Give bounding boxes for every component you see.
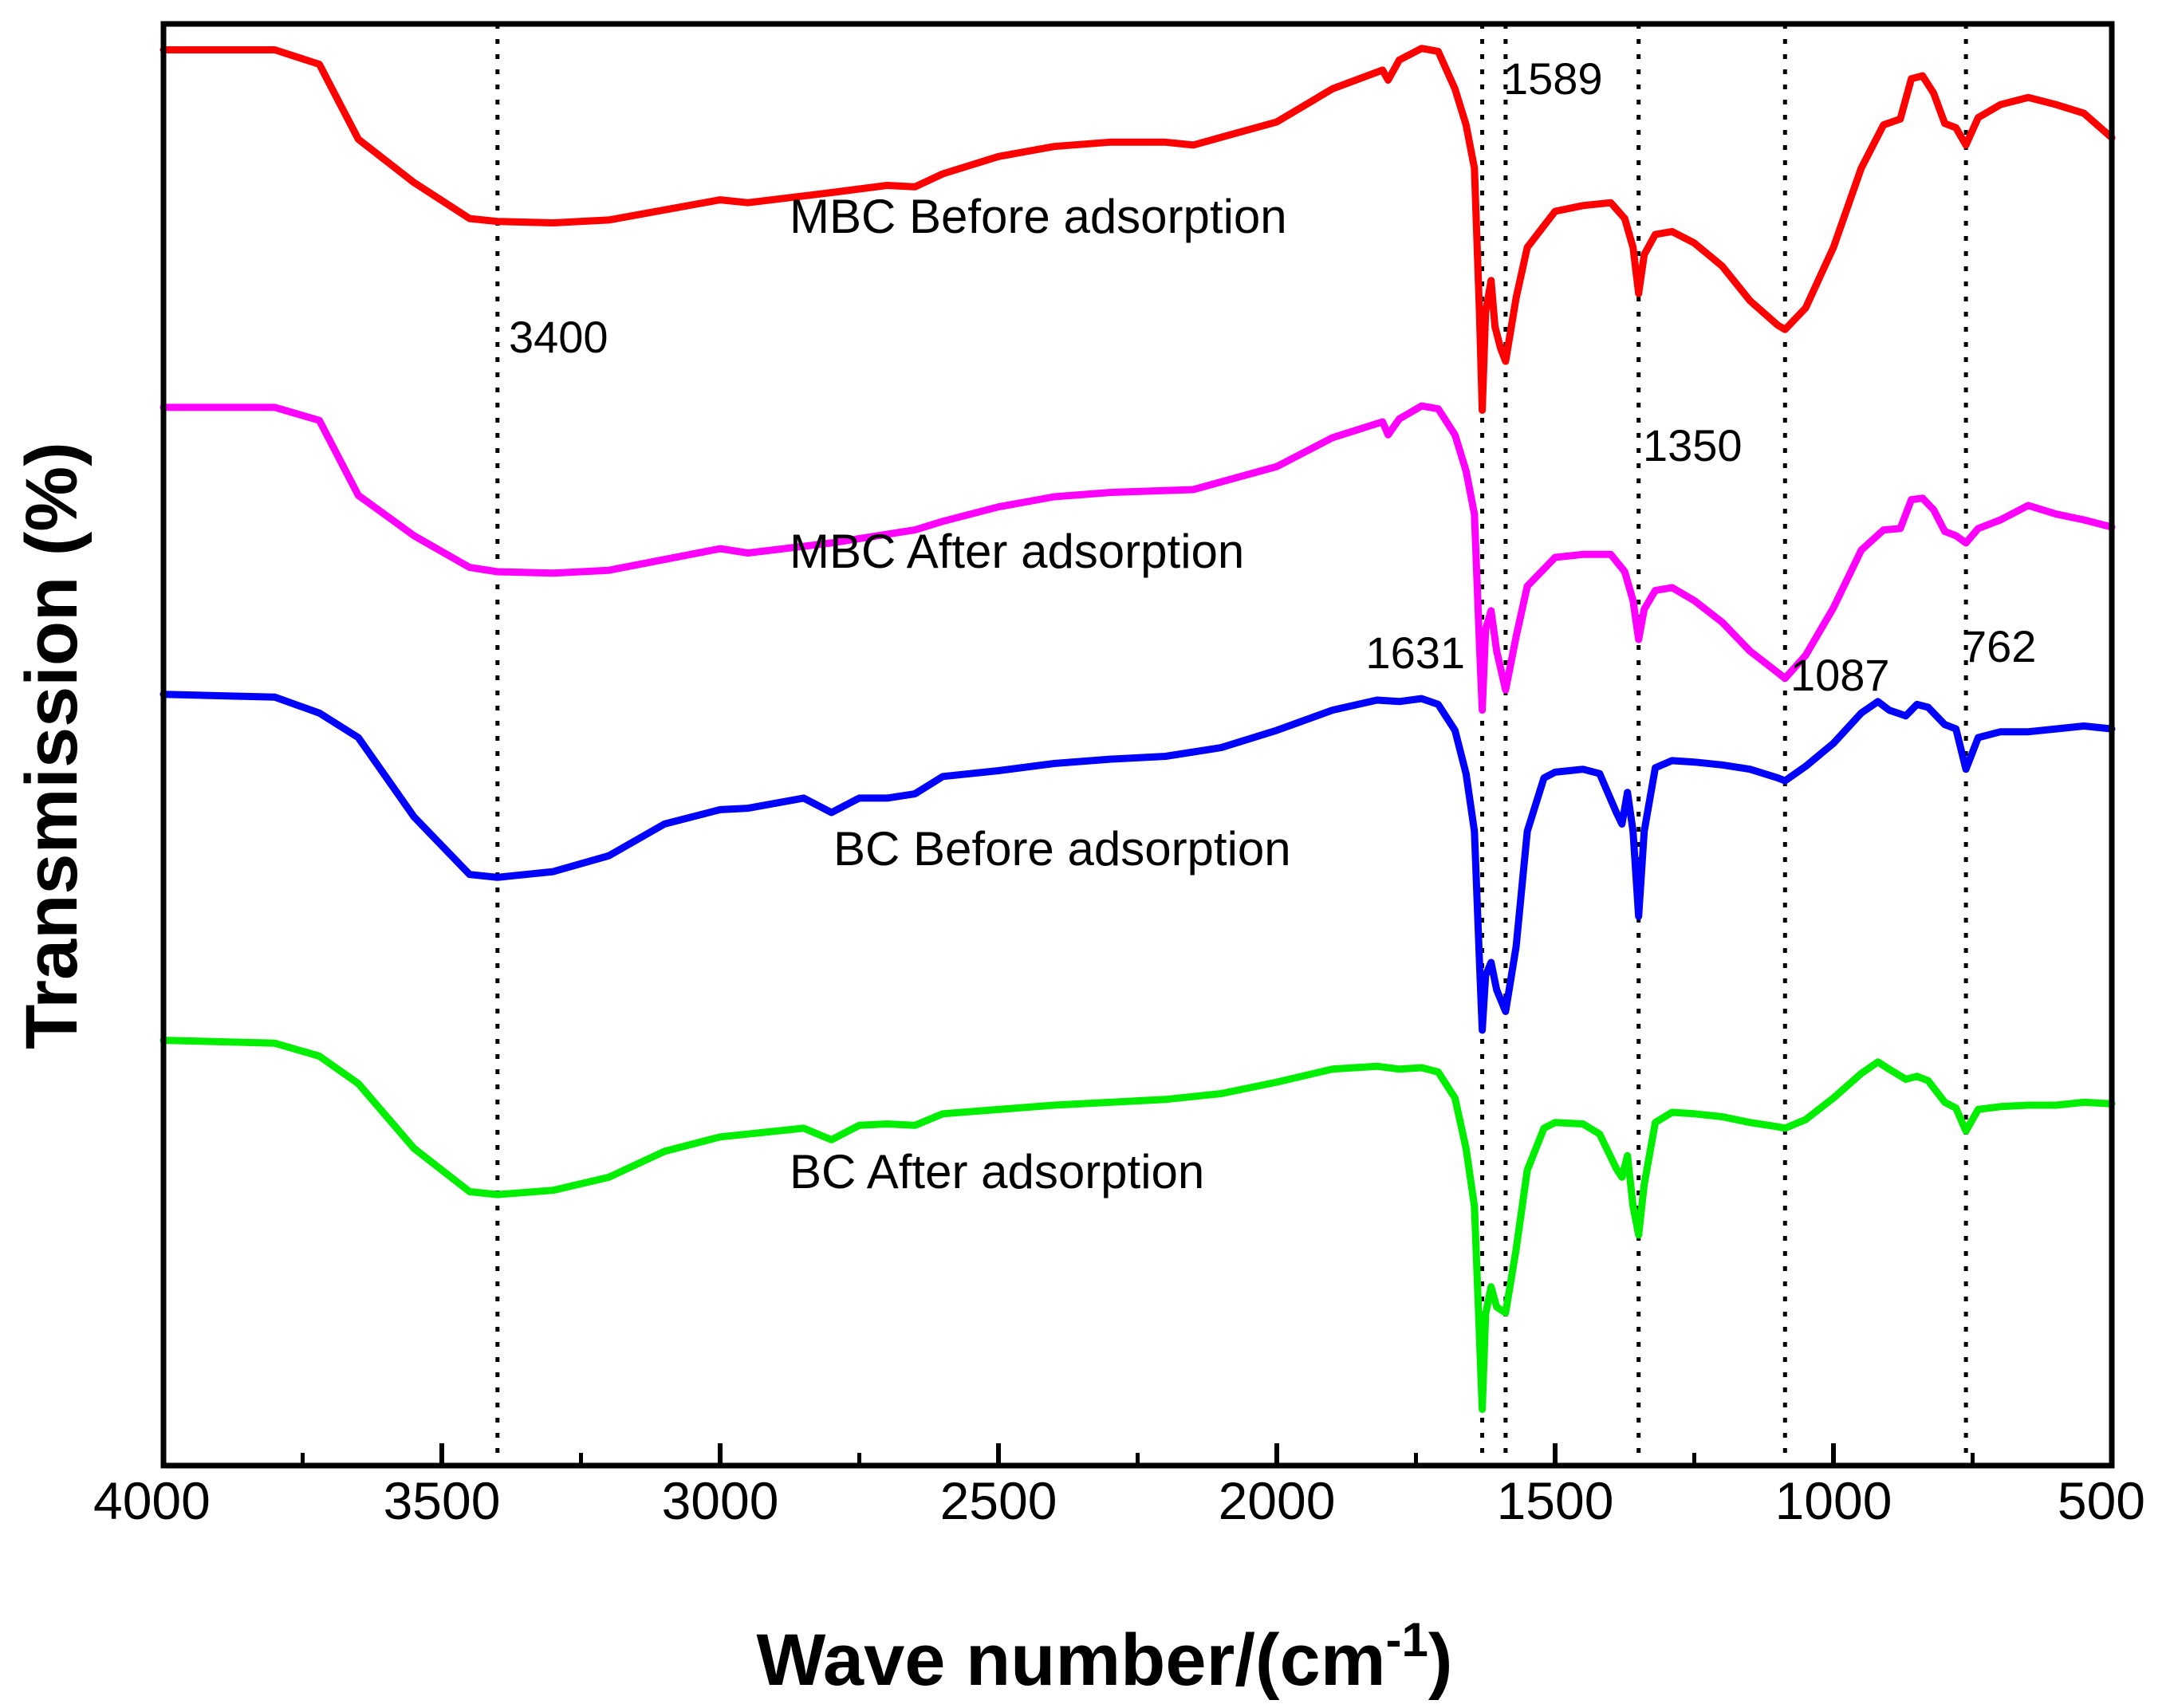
series-line-1 xyxy=(160,45,2116,414)
peak-label-1631: 1631 xyxy=(1365,628,1465,678)
x-tick-label-4000: 4000 xyxy=(93,1471,211,1530)
peak-label-3400: 3400 xyxy=(509,312,608,362)
series-line-4 xyxy=(160,1037,2116,1413)
x-tick-label-2000: 2000 xyxy=(1219,1471,1336,1530)
x-axis-title: Wave number/(cm-1) xyxy=(756,1613,1452,1701)
labels-layer: MBC Before adsorption MBC After adsorptio… xyxy=(509,53,2036,1198)
peak-label-762: 762 xyxy=(1962,621,2036,671)
series-label-4: BC After adsorption xyxy=(790,1145,1204,1198)
x-tick-label-1500: 1500 xyxy=(1497,1471,1614,1530)
x-tick-label-2500: 2500 xyxy=(940,1471,1057,1530)
x-axis-title-superscript: -1 xyxy=(1386,1613,1428,1667)
x-axis: 4000 3500 3000 2500 2000 1500 1000 500 xyxy=(93,1443,2145,1530)
x-tick-label-3500: 3500 xyxy=(384,1471,501,1530)
x-tick-label-1000: 1000 xyxy=(1775,1471,1892,1530)
series-label-1: MBC Before adsorption xyxy=(790,190,1287,243)
series-line-2 xyxy=(160,402,2116,714)
peak-label-1350: 1350 xyxy=(1643,420,1743,470)
x-tick-label-500: 500 xyxy=(2058,1471,2145,1530)
series-line-3 xyxy=(160,691,2116,1034)
x-axis-title-main: Wave number/(cm xyxy=(756,1619,1385,1701)
series-label-3: BC Before adsorption xyxy=(833,822,1291,876)
series-label-2: MBC After adsorption xyxy=(790,525,1244,578)
x-tick-label-3000: 3000 xyxy=(662,1471,779,1530)
peak-label-1589: 1589 xyxy=(1503,53,1603,104)
peak-label-1087: 1087 xyxy=(1790,650,1890,700)
y-axis-title: Transmission (%) xyxy=(11,442,93,1049)
x-axis-title-close: ) xyxy=(1428,1619,1453,1701)
series-layer xyxy=(160,45,2116,1413)
